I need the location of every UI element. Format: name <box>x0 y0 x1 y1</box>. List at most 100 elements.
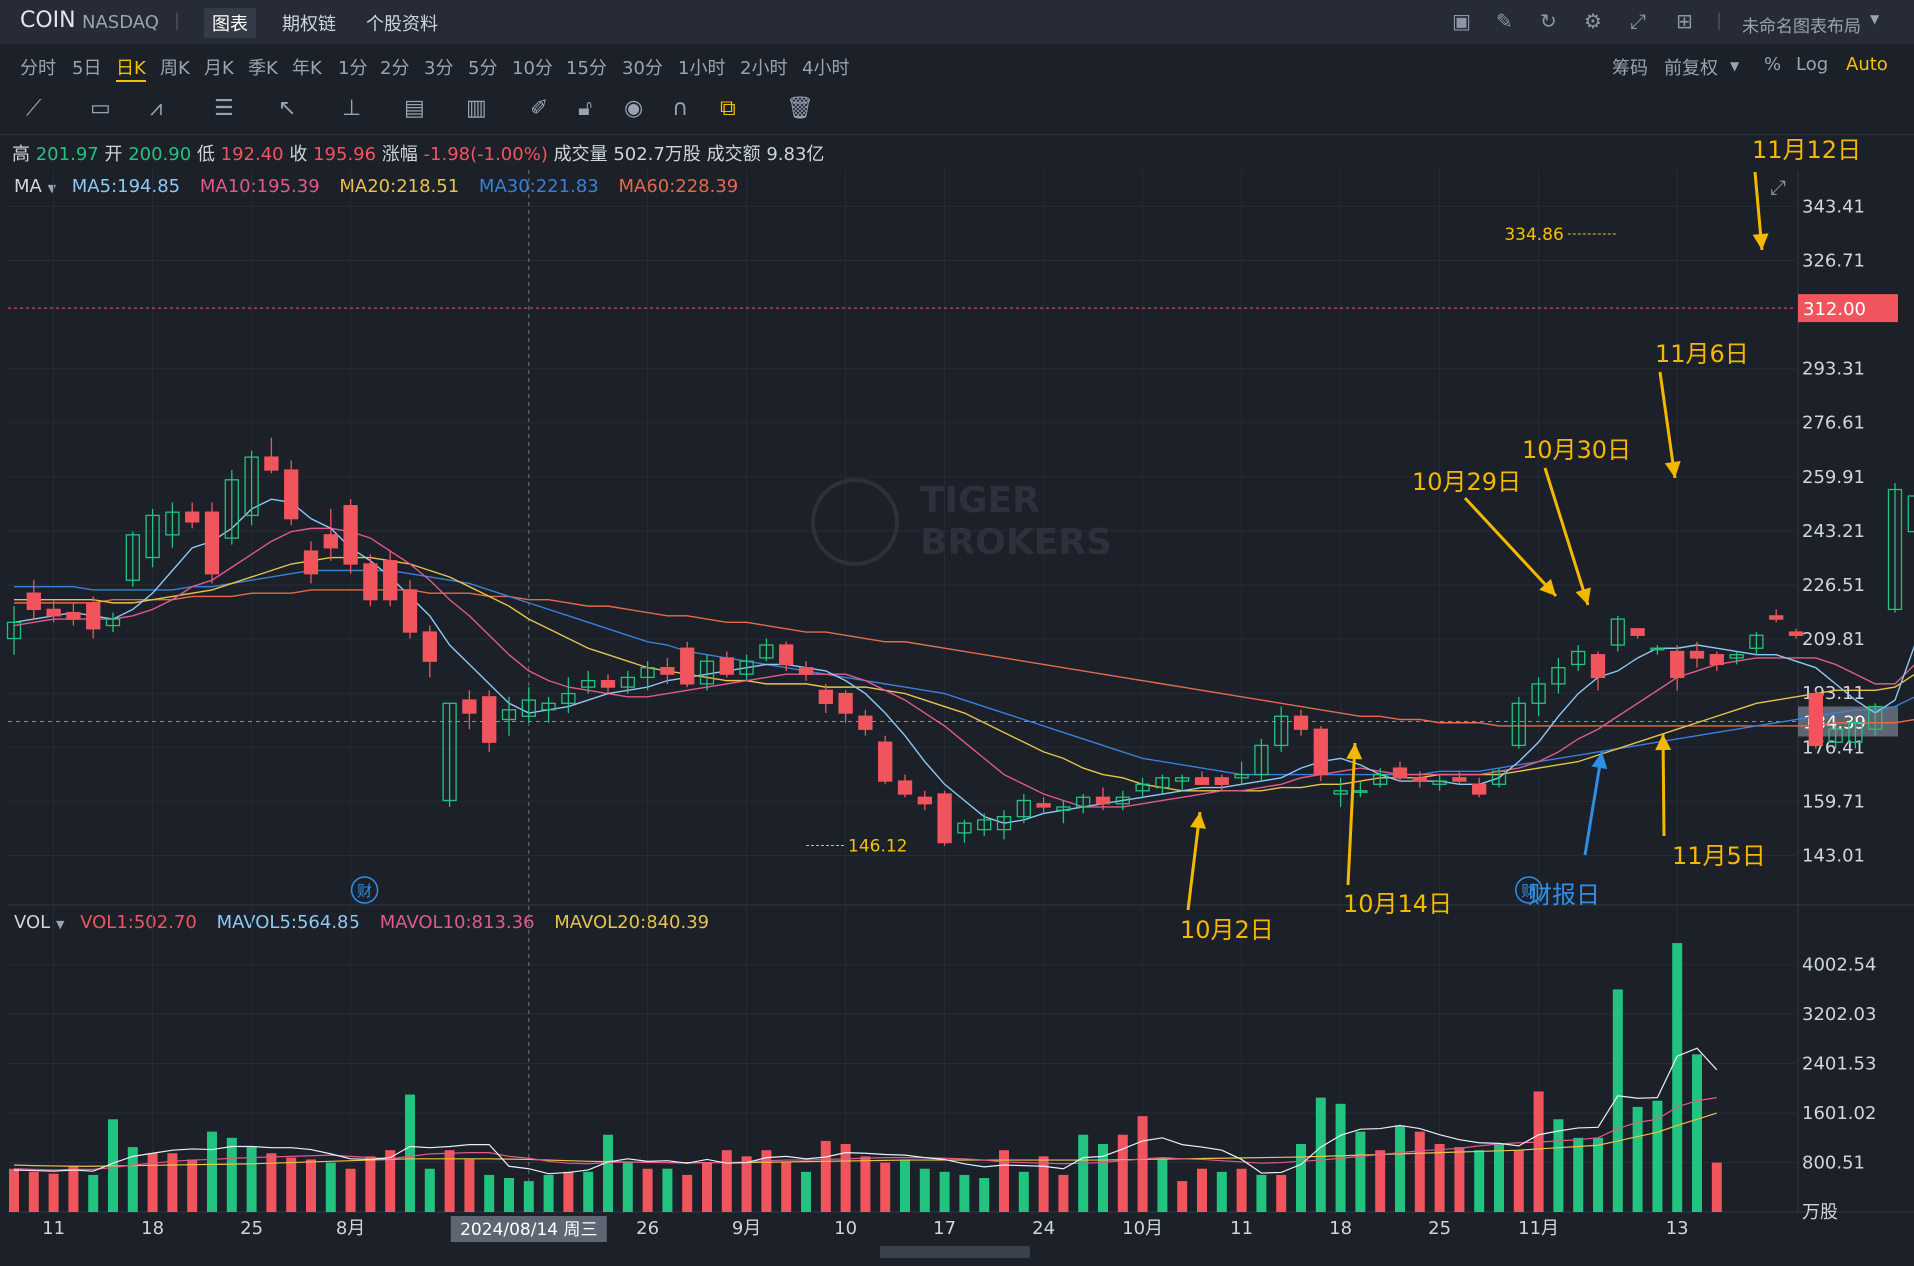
indicator-icon[interactable]: ▥ <box>466 96 487 121</box>
candle-body <box>1016 799 1031 818</box>
period-30m[interactable]: 30分 <box>622 58 663 79</box>
rectangle-icon[interactable]: ▭ <box>90 96 111 121</box>
chip-distribution-button[interactable]: 筹码 <box>1612 58 1648 79</box>
volume-bar <box>9 1168 19 1212</box>
price-tick-label: 209.81 <box>1802 629 1865 650</box>
candle-body <box>1412 777 1427 782</box>
ma-dropdown-icon[interactable]: ▼ <box>47 182 57 195</box>
volume-bar <box>523 1181 534 1212</box>
period-2h[interactable]: 2小时 <box>740 58 788 79</box>
volume-bar <box>167 1153 178 1212</box>
log-scale-button[interactable]: Log <box>1796 54 1829 75</box>
trend-line-icon[interactable]: ⟋ <box>26 96 42 121</box>
candle-body <box>1828 728 1843 743</box>
volume-bar <box>721 1150 732 1212</box>
period-5m[interactable]: 5分 <box>468 58 498 79</box>
annotation-arrowhead <box>1655 734 1672 751</box>
volume-bar <box>919 1168 930 1212</box>
volume-bar <box>1296 1144 1306 1212</box>
settings-icon[interactable]: ⚙ <box>1584 9 1602 33</box>
fib-icon[interactable]: ☰ <box>214 96 234 121</box>
current-price-label: 312.00 <box>1803 299 1866 320</box>
period-3m[interactable]: 3分 <box>424 58 454 79</box>
fullscreen-icon[interactable]: ⤢ <box>1630 9 1646 33</box>
candle-body <box>462 699 477 714</box>
percent-scale-button[interactable]: % <box>1764 54 1782 75</box>
expand-icon: ⤢ <box>1770 175 1786 199</box>
open-value: 200.90 <box>128 144 192 165</box>
period-weekly[interactable]: 周K <box>160 58 190 79</box>
pen-icon[interactable]: ✐ <box>530 96 549 121</box>
layout-name[interactable]: 未命名图表布局 <box>1742 17 1861 37</box>
auto-scale-button[interactable]: Auto <box>1846 54 1888 75</box>
period-monthly[interactable]: 月K <box>204 58 234 79</box>
amount-label: 成交额 <box>706 144 761 165</box>
draw-icon[interactable]: ✎ <box>1496 9 1513 33</box>
period-5d[interactable]: 5日 <box>72 58 102 79</box>
period-2m[interactable]: 2分 <box>380 58 410 79</box>
vol-label[interactable]: VOL <box>14 912 51 933</box>
period-1h[interactable]: 1小时 <box>678 58 726 79</box>
lock-icon[interactable]: 🔓︎ <box>578 96 593 121</box>
volume-bar <box>1395 1125 1405 1212</box>
period-intraday[interactable]: 分时 <box>20 58 56 79</box>
pattern-icon[interactable]: ⩘ <box>150 96 163 121</box>
candle-body <box>739 660 754 675</box>
text-icon[interactable]: ▤ <box>404 96 425 121</box>
volume-bar <box>444 1150 455 1212</box>
ticker-symbol: COIN <box>20 8 76 33</box>
volume-bar <box>286 1157 297 1212</box>
candle-body <box>105 618 121 627</box>
candle-body <box>1670 650 1685 679</box>
refresh-icon[interactable]: ↻ <box>1540 9 1557 33</box>
candle-body <box>541 702 556 711</box>
volume-bar <box>1573 1137 1584 1212</box>
layout-grid-icon[interactable]: ⊞ <box>1676 9 1693 33</box>
annotation-label: 11月12日 <box>1752 136 1861 164</box>
period-1m[interactable]: 1分 <box>338 58 368 79</box>
magnet-icon[interactable]: ∩ <box>672 96 689 121</box>
time-tick-label: 13 <box>1666 1218 1689 1239</box>
volume-bar <box>1593 1137 1603 1212</box>
volume-bar <box>702 1162 712 1212</box>
mavol5-value: MAVOL5:564.85 <box>216 912 360 933</box>
eye-icon[interactable]: ◉ <box>624 96 644 121</box>
ma-label[interactable]: MA <box>14 176 42 197</box>
volume-bar <box>226 1137 237 1212</box>
period-yearly[interactable]: 年K <box>292 58 322 79</box>
candle-body <box>264 456 279 471</box>
candle-body <box>878 741 893 782</box>
candle-body <box>1887 488 1903 611</box>
vol-legend: VOL ▼ VOL1:502.70 MAVOL5:564.85 MAVOL10:… <box>14 912 709 933</box>
adjust-dropdown-icon[interactable]: ▼ <box>1730 59 1740 73</box>
period-10m[interactable]: 10分 <box>512 58 553 79</box>
measure-icon[interactable]: ⊥ <box>342 96 362 121</box>
divider: | <box>174 10 181 31</box>
vol-dropdown-icon[interactable]: ▼ <box>55 918 65 931</box>
period-4h[interactable]: 4小时 <box>802 58 850 79</box>
arrow-icon[interactable]: ↖ <box>278 96 297 121</box>
volume-bar <box>1197 1168 1207 1212</box>
tab-options-chain[interactable]: 期权链 <box>282 14 336 35</box>
candle-body <box>1115 796 1130 805</box>
period-daily[interactable]: 日K <box>116 54 146 82</box>
price-adjust-select[interactable]: 前复权 <box>1664 58 1718 79</box>
period-15m[interactable]: 15分 <box>566 58 607 79</box>
volume-bar <box>622 1162 633 1212</box>
link-icon[interactable]: ⧉ <box>720 96 736 121</box>
chart-type-icon[interactable]: ▣ <box>1452 9 1471 33</box>
candle-body <box>1511 702 1526 747</box>
candle-body <box>66 611 81 620</box>
annotation-arrowhead <box>1664 461 1681 478</box>
candle-body <box>482 696 497 743</box>
annotation-arrowhead <box>1575 587 1591 605</box>
layout-dropdown-icon[interactable]: ▼ <box>1870 12 1880 26</box>
trash-icon[interactable]: 🗑︎ <box>786 96 814 121</box>
tab-stock-profile[interactable]: 个股资料 <box>366 14 438 35</box>
candle-body <box>1036 803 1051 808</box>
annotation-arrow <box>1346 742 1357 886</box>
ma60-line <box>14 589 1914 727</box>
period-quarterly[interactable]: 季K <box>248 58 278 79</box>
tab-chart[interactable]: 图表 <box>204 8 256 38</box>
